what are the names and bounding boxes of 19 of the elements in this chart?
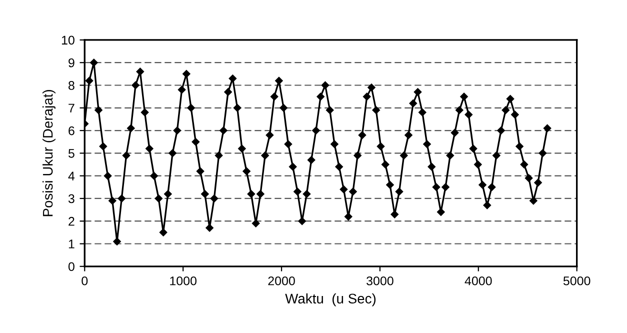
- y-tick-label: 5: [68, 149, 74, 158]
- y-tick-label: 8: [68, 81, 74, 90]
- y-tick-label: 7: [68, 104, 74, 112]
- x-tick-label: 3000: [366, 276, 394, 286]
- x-tick-label: 1000: [170, 276, 196, 286]
- y-tick-label: 3: [68, 194, 74, 204]
- y-tick-label: 9: [68, 58, 74, 68]
- x-axis-title: Waktu (u Sec): [285, 293, 376, 306]
- y-tick-label: 2: [68, 216, 74, 226]
- x-tick-label: 5000: [563, 276, 590, 286]
- y-tick-label: 4: [68, 172, 75, 180]
- y-tick-label: 1: [68, 240, 74, 248]
- y-tick-label: 0: [68, 262, 74, 272]
- x-tick-label: 0: [82, 276, 88, 286]
- y-tick-label: 6: [68, 126, 74, 136]
- y-axis-title: Posisi Ukur (Derajat): [42, 90, 56, 216]
- x-tick-label: 4000: [464, 276, 492, 286]
- y-tick-label: 10: [62, 36, 74, 45]
- x-tick-label: 2000: [268, 276, 295, 286]
